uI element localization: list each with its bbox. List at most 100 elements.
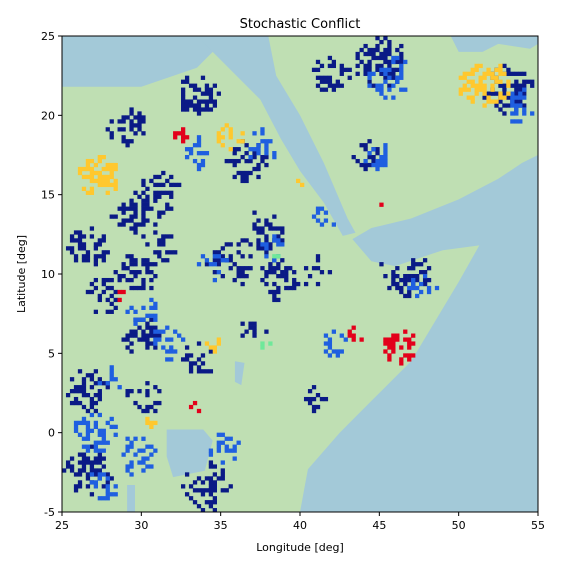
conflict-cell-dark — [153, 385, 158, 390]
conflict-cell-dark — [81, 393, 87, 398]
conflict-cell-dark — [93, 369, 98, 374]
conflict-cell-dark — [101, 289, 106, 295]
conflict-cell-dark — [208, 87, 214, 92]
conflict-cell-blue — [81, 436, 87, 441]
conflict-cell-dark — [208, 460, 214, 465]
conflict-cell-dark — [69, 377, 75, 382]
conflict-cell-dark — [502, 87, 507, 92]
conflict-cell-blue — [109, 369, 114, 374]
conflict-cell-dark — [125, 139, 130, 144]
conflict-cell-dark — [113, 305, 118, 310]
conflict-cell-blue — [133, 321, 138, 326]
conflict-cell-dark — [133, 285, 138, 291]
conflict-cell-dark — [331, 59, 336, 65]
conflict-cell-dark — [426, 266, 432, 271]
conflict-cell-dark — [359, 47, 364, 53]
conflict-cell-dark — [510, 83, 515, 88]
conflict-cell-dark — [232, 162, 237, 168]
conflict-cell-dark — [129, 254, 134, 259]
conflict-cell-dark — [284, 266, 289, 271]
conflict-cell-yellow — [228, 131, 233, 136]
conflict-cell-red — [387, 345, 392, 350]
conflict-cell-blue — [157, 337, 162, 342]
conflict-cell-dark — [264, 274, 269, 279]
conflict-cell-dark — [101, 381, 106, 386]
conflict-cell-blue — [395, 79, 400, 84]
conflict-cell-blue — [153, 448, 158, 453]
conflict-cell-dark — [407, 289, 412, 295]
conflict-cell-blue — [518, 119, 523, 124]
conflict-cell-dark — [208, 349, 214, 354]
conflict-cell-dark — [240, 178, 245, 184]
conflict-cell-dark — [327, 83, 333, 88]
conflict-cell-blue — [165, 325, 170, 330]
conflict-cell-dark — [157, 389, 162, 394]
conflict-cell-blue — [272, 258, 277, 263]
conflict-cell-yellow — [458, 75, 463, 80]
conflict-cell-dark — [149, 262, 154, 267]
conflict-cell-blue — [256, 151, 261, 156]
conflict-cell-yellow — [296, 178, 301, 184]
conflict-cell-dark — [264, 270, 269, 275]
conflict-cell-dark — [184, 492, 190, 497]
conflict-cell-blue — [141, 317, 146, 322]
conflict-cell-yellow — [478, 87, 483, 92]
conflict-cell-dark — [192, 361, 198, 366]
conflict-cell-dark — [85, 472, 91, 477]
conflict-cell-dark — [268, 242, 273, 247]
conflict-cell-dark — [363, 63, 368, 69]
conflict-cell-dark — [93, 472, 98, 477]
conflict-cell-blue — [371, 147, 376, 152]
conflict-cell-dark — [69, 456, 75, 461]
conflict-cell-red — [395, 333, 400, 338]
conflict-cell-dark — [212, 250, 217, 255]
conflict-cell-blue — [149, 452, 154, 457]
conflict-cell-dark — [268, 266, 273, 271]
conflict-cell-dark — [141, 115, 146, 120]
conflict-cell-dark — [327, 55, 333, 61]
conflict-cell-yellow — [478, 75, 483, 80]
conflict-cell-dark — [371, 155, 376, 160]
conflict-cell-blue — [315, 210, 321, 215]
conflict-cell-dark — [77, 468, 83, 473]
conflict-cell-dark — [97, 293, 102, 299]
conflict-cell-dark — [387, 285, 392, 291]
conflict-cell-dark — [65, 464, 71, 469]
conflict-cell-dark — [133, 115, 138, 120]
conflict-cell-dark — [375, 55, 380, 61]
conflict-cell-dark — [228, 484, 233, 489]
conflict-cell-dark — [117, 127, 122, 132]
conflict-cell-blue — [188, 147, 194, 152]
conflict-cell-dark — [196, 504, 202, 509]
conflict-cell-blue — [165, 357, 170, 362]
conflict-cell-dark — [93, 262, 98, 267]
conflict-cell-dark — [93, 468, 98, 473]
conflict-cell-blue — [411, 277, 416, 283]
conflict-cell-dark — [89, 444, 95, 449]
conflict-cell-yellow — [93, 162, 98, 168]
conflict-cell-blue — [101, 436, 106, 441]
conflict-cell-dark — [367, 47, 372, 53]
conflict-cell-dark — [212, 472, 217, 477]
conflict-cell-dark — [161, 170, 166, 176]
conflict-cell-red — [181, 135, 186, 140]
conflict-cell-blue — [367, 83, 372, 88]
conflict-cell-dark — [502, 83, 507, 88]
conflict-cell-blue — [169, 345, 174, 350]
conflict-cell-dark — [125, 206, 130, 211]
conflict-cell-dark — [141, 206, 146, 211]
conflict-cell-dark — [367, 67, 372, 72]
conflict-cell-dark — [157, 194, 162, 199]
conflict-cell-dark — [220, 488, 225, 493]
conflict-cell-dark — [355, 51, 360, 57]
conflict-cell-dark — [121, 274, 126, 279]
conflict-cell-dark — [89, 492, 95, 497]
conflict-cell-dark — [93, 460, 98, 465]
conflict-cell-dark — [220, 472, 225, 477]
conflict-cell-yellow — [89, 170, 95, 176]
conflict-cell-dark — [169, 234, 174, 239]
conflict-cell-dark — [212, 500, 217, 505]
conflict-cell-red — [403, 353, 408, 358]
conflict-cell-blue — [97, 381, 102, 386]
conflict-cell-yellow — [85, 166, 91, 172]
